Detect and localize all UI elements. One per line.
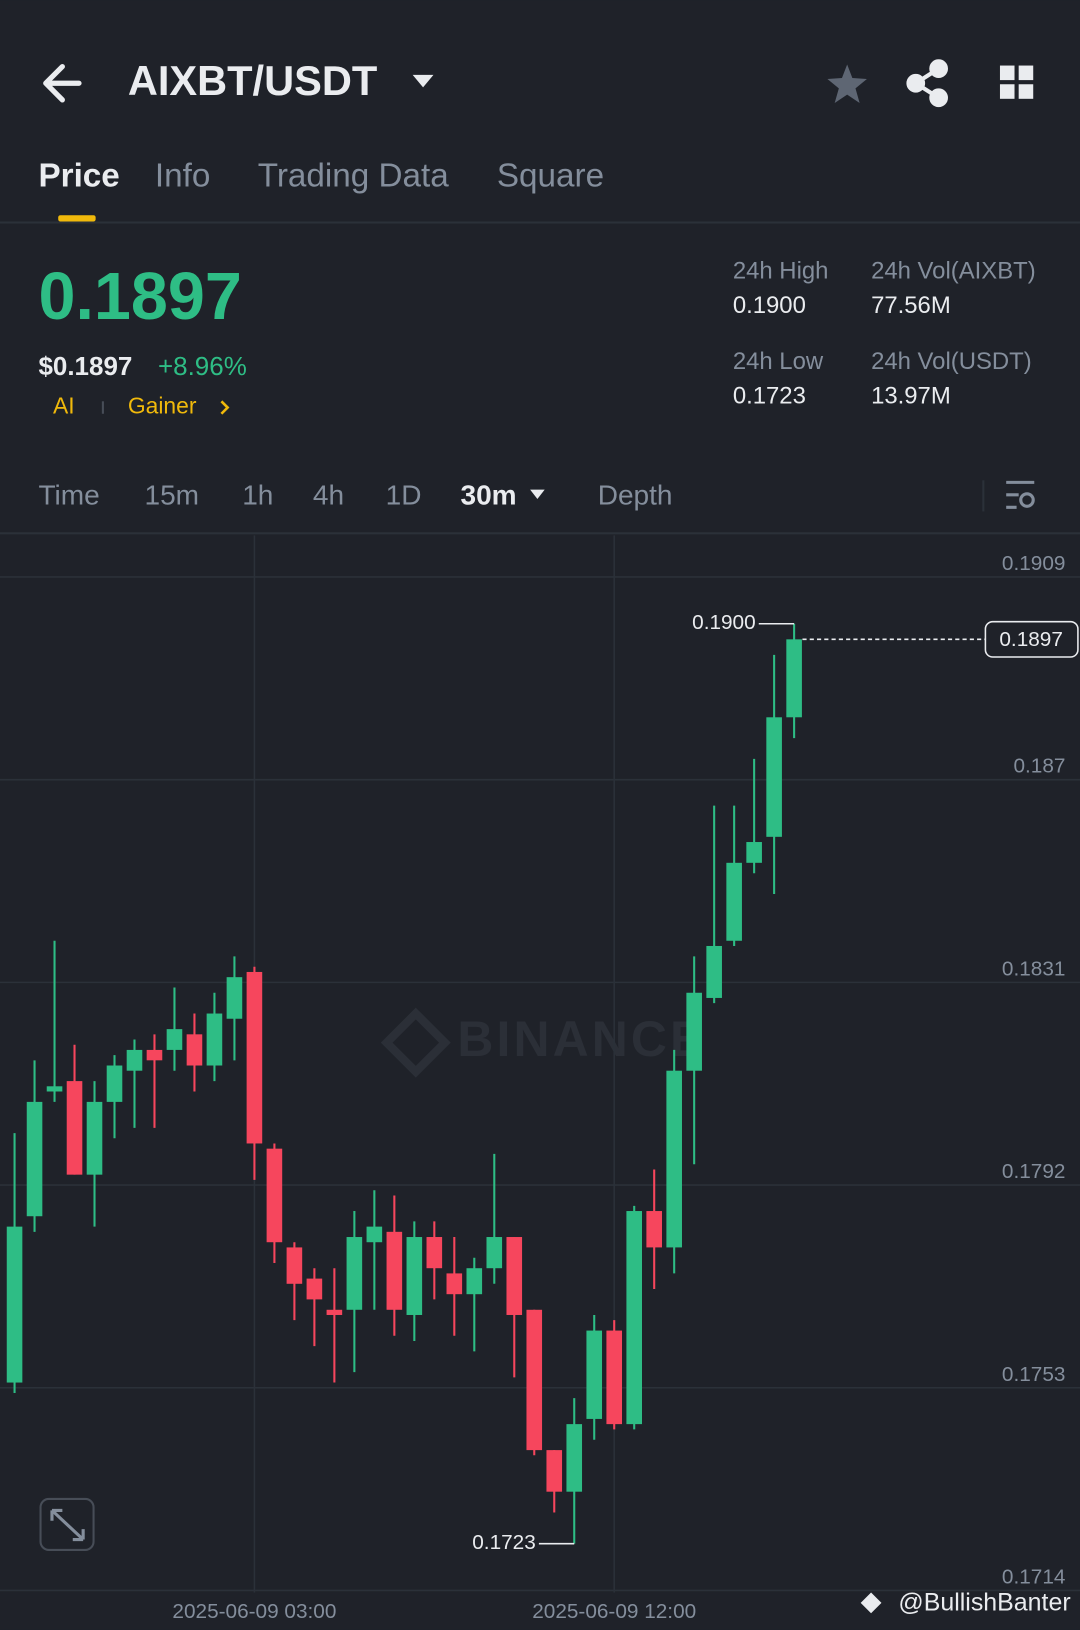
candle-body	[346, 1237, 363, 1310]
candle-body	[726, 862, 742, 941]
stat-label: 24h Vol(USDT)	[871, 348, 1032, 375]
tag[interactable]: AI	[53, 393, 75, 419]
interval-tab[interactable]: 4h	[313, 479, 344, 510]
interval-tab[interactable]: Depth	[598, 479, 673, 510]
back-button[interactable]	[43, 63, 82, 103]
candle-body	[446, 1273, 463, 1295]
last-price: 0.1897	[38, 260, 241, 334]
tab[interactable]: Info	[155, 158, 210, 195]
candle-body	[326, 1309, 343, 1315]
stat-value: 0.1723	[733, 382, 806, 409]
price-change: +8.96%	[158, 351, 247, 381]
candle-body	[86, 1101, 103, 1175]
interval-tab[interactable]: 15m	[144, 479, 199, 510]
candle-body	[266, 1148, 283, 1243]
pair-dropdown[interactable]	[412, 74, 434, 88]
candle-body	[546, 1450, 563, 1492]
candle-body	[206, 1013, 223, 1066]
expand-button[interactable]	[39, 1497, 95, 1551]
footer-watermark: @BullishBanter	[898, 1589, 1070, 1617]
interval-tab[interactable]: Time	[38, 479, 99, 510]
candle-body	[386, 1231, 403, 1310]
candle-body	[246, 971, 263, 1144]
stat-label: 24h Low	[733, 348, 824, 375]
y-tick-label: 0.1714	[1002, 1565, 1066, 1588]
y-tick-label: 0.1831	[1002, 957, 1066, 980]
last-price-label: 0.1897	[999, 628, 1063, 651]
interval-tab[interactable]: 1h	[242, 479, 273, 510]
candle-body	[786, 639, 802, 718]
candle-body	[526, 1309, 543, 1451]
x-tick-label: 2025-06-09 03:00	[172, 1600, 336, 1623]
candle-body	[626, 1211, 643, 1425]
candle-body	[666, 1070, 682, 1248]
stat-label: 24h High	[733, 258, 829, 285]
interval-dropdown[interactable]	[530, 489, 545, 500]
candle-body	[766, 717, 782, 837]
candle-body	[506, 1237, 523, 1315]
last-price-box	[984, 620, 1079, 658]
active-tab-indicator	[58, 215, 96, 222]
candle-body	[146, 1049, 163, 1061]
favorite-icon[interactable]	[827, 64, 867, 103]
candle-body	[306, 1278, 323, 1300]
tag-chevron	[220, 400, 230, 415]
watermark: BINANCE	[457, 1011, 706, 1067]
candle-body	[226, 977, 243, 1019]
candle-body	[26, 1101, 43, 1217]
candle-body	[126, 1049, 143, 1071]
tab[interactable]: Trading Data	[258, 158, 449, 195]
candle-body	[186, 1034, 203, 1066]
footer-logo	[860, 1592, 882, 1614]
y-tick-label: 0.1792	[1002, 1160, 1066, 1183]
candle-body	[6, 1226, 23, 1383]
x-tick-label: 2025-06-09 12:00	[532, 1600, 696, 1623]
candle-body	[66, 1081, 83, 1175]
candle-body	[46, 1086, 63, 1092]
candle-body	[746, 842, 762, 863]
share-icon[interactable]	[906, 59, 948, 108]
candle-body	[646, 1211, 662, 1248]
min-label: 0.1723	[472, 1531, 536, 1554]
tab[interactable]: Price	[38, 158, 119, 195]
stat-label: 24h Vol(AIXBT)	[871, 258, 1036, 285]
interval-tab[interactable]: 30m	[460, 479, 516, 510]
candle-body	[486, 1237, 503, 1269]
candle-body	[106, 1065, 123, 1102]
stat-value: 13.97M	[871, 382, 951, 409]
y-tick-label: 0.1909	[1002, 552, 1066, 575]
max-label: 0.1900	[692, 611, 756, 634]
candle-body	[286, 1247, 303, 1284]
candle-body	[606, 1330, 623, 1425]
chart-settings-icon[interactable]	[1006, 480, 1035, 509]
usd-price: $0.1897	[38, 351, 132, 381]
candle-body	[566, 1424, 583, 1492]
candle-body	[586, 1330, 603, 1419]
interval-tab[interactable]: 1D	[386, 479, 422, 510]
candle-body	[706, 945, 722, 998]
stat-value: 77.56M	[871, 292, 951, 319]
stat-value: 0.1900	[733, 292, 806, 319]
y-tick-label: 0.1753	[1002, 1363, 1066, 1386]
y-tick-label: 0.187	[1013, 755, 1065, 778]
candle-body	[426, 1237, 443, 1269]
grid-icon[interactable]	[999, 65, 1034, 99]
candle-body	[466, 1268, 483, 1295]
tab[interactable]: Square	[497, 158, 604, 195]
watermark-logo	[380, 1007, 451, 1078]
pair-title[interactable]: AIXBT/USDT	[128, 57, 377, 104]
tag[interactable]: Gainer	[128, 393, 197, 419]
candle-body	[406, 1237, 423, 1315]
candle-body	[166, 1029, 183, 1050]
candle-body	[686, 992, 702, 1071]
candle-body	[366, 1226, 383, 1243]
